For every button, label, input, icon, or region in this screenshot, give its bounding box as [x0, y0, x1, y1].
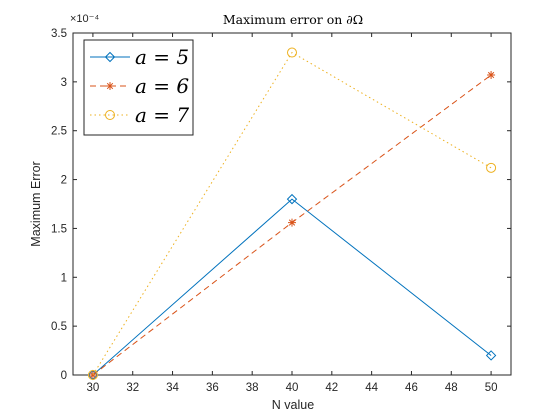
legend-marker-1	[104, 51, 116, 63]
y-tick-label: 2	[61, 175, 67, 187]
legend: a = 5 a = 6 a = 7	[83, 39, 194, 136]
y-tick-label: 3.5	[51, 28, 67, 40]
x-tick-label: 40	[286, 382, 299, 394]
legend-label-1: a = 5	[135, 45, 189, 69]
x-tick-label: 38	[246, 382, 259, 394]
y-axis-label: Maximum Error	[29, 161, 43, 246]
legend-label-2: a = 6	[135, 74, 189, 98]
x-axis-label: N value	[272, 398, 314, 412]
y-tick-label: 2.5	[51, 126, 67, 138]
legend-marker-3	[105, 110, 115, 120]
y-tick-label: 0.5	[51, 321, 67, 333]
legend-box	[83, 39, 194, 136]
x-tick-label: 42	[325, 382, 338, 394]
y-tick-label: 3	[61, 77, 67, 89]
y-tick-label: 1.5	[51, 223, 67, 235]
legend-label-3: a = 7	[135, 103, 189, 127]
series-3-point	[287, 47, 297, 58]
chart-title: Maximum error on ∂Ω	[223, 12, 363, 27]
x-tick-label: 44	[365, 382, 378, 394]
x-tick-label: 30	[87, 382, 100, 394]
x-tick-label: 48	[445, 382, 458, 394]
series-2-point	[288, 218, 296, 227]
series-2-point	[487, 71, 496, 80]
series-1-point	[286, 193, 298, 205]
x-tick-label: 46	[405, 382, 418, 394]
series-line-3	[92, 51, 492, 376]
series-1-point	[485, 350, 497, 361]
x-tick-label: 34	[166, 382, 179, 394]
series-3-point	[486, 162, 497, 173]
x-tick-label: 36	[206, 382, 219, 394]
y-tick-label: 0	[61, 370, 67, 382]
x-tick-label: 50	[485, 382, 498, 394]
legend-marker-2	[106, 82, 114, 90]
x-tick-label: 32	[126, 382, 139, 394]
y-tick-label: 1	[61, 272, 67, 284]
series-line-1	[92, 198, 492, 376]
series-3-point	[87, 370, 98, 380]
y-exponent-label: ×10⁻⁴	[70, 13, 99, 25]
